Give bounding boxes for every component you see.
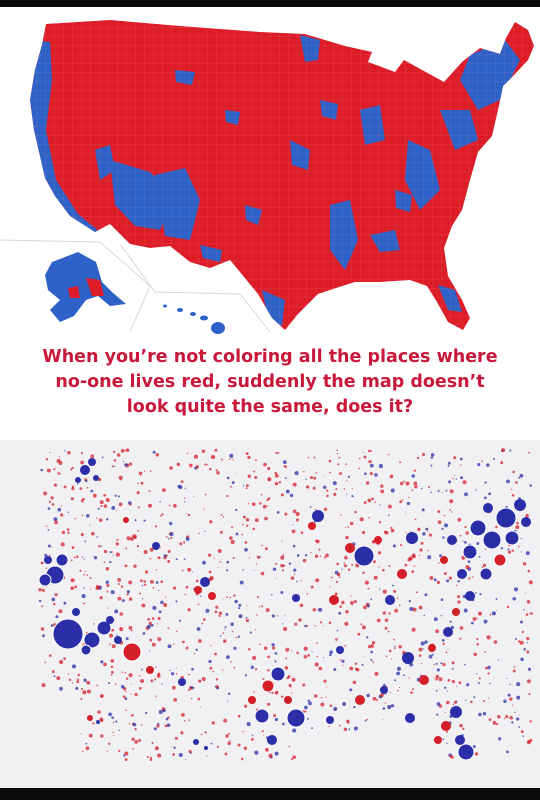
caption-text: When you’re not coloring all the places …	[20, 345, 520, 420]
population-bubble-map	[0, 440, 540, 788]
small-county-dots	[38, 448, 534, 761]
top-border	[0, 0, 540, 7]
county-choropleth-map	[0, 20, 534, 334]
alaska-inset	[45, 252, 126, 322]
caption-line-3: look quite the same, does it?	[126, 397, 414, 417]
caption-line-1: When you’re not coloring all the places …	[42, 347, 498, 367]
bottom-border	[0, 788, 540, 800]
caption-area: When you’re not coloring all the places …	[0, 345, 540, 435]
city-bubbles	[38, 458, 531, 761]
caption-line-2: no-one lives red, suddenly the map doesn…	[55, 372, 485, 392]
hawaii-inset	[163, 304, 225, 334]
